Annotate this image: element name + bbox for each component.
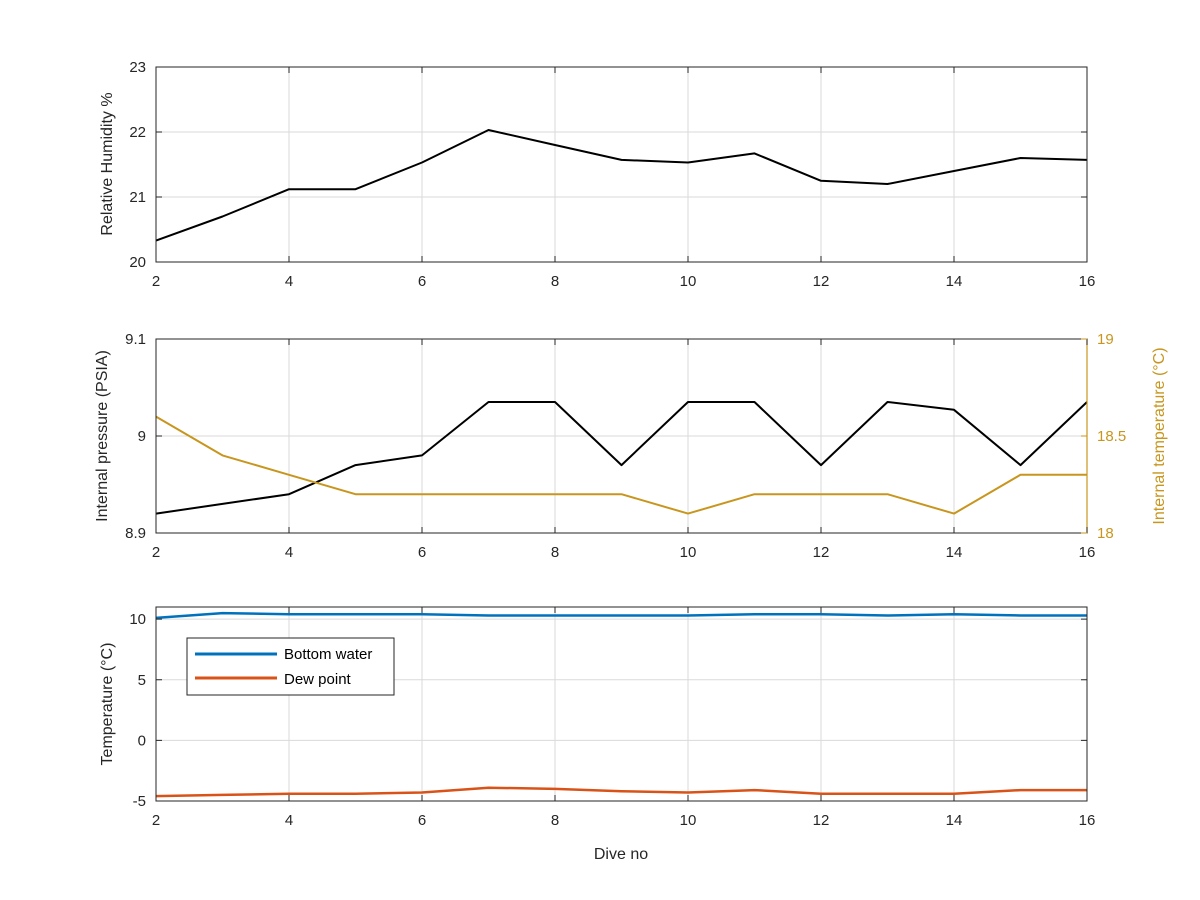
humidity-x-tick-label: 16 <box>1079 273 1096 290</box>
pressure-x-tick-label: 12 <box>813 544 830 561</box>
temperature-x-tick-label: 6 <box>418 812 426 829</box>
humidity-y-tick-label: 22 <box>129 124 146 141</box>
x-axis-label: Dive no <box>594 846 648 863</box>
temperature-x-tick-label: 2 <box>152 812 160 829</box>
temperature-y-tick-label: 5 <box>138 672 146 689</box>
legend-label-dew-point: Dew point <box>284 671 352 688</box>
pressure-y-axis-label: Internal pressure (PSIA) <box>94 350 111 522</box>
temperature-x-tick-label: 12 <box>813 812 830 829</box>
bottom-water-line <box>155 611 1087 620</box>
humidity-x-tick-label: 8 <box>551 273 559 290</box>
humidity-x-tick-label: 12 <box>813 273 830 290</box>
humidity-x-tick-label: 14 <box>946 273 963 290</box>
pressure-temperature-series <box>155 401 1088 515</box>
temperature-ticks: 2 4 6 8 10 12 14 16 -5 0 5 10 <box>129 607 1095 829</box>
humidity-y-tick-label: 20 <box>129 254 146 271</box>
pressure-x-tick-label: 6 <box>418 544 426 561</box>
pressure-ticks: 2 4 6 8 10 12 14 16 8.9 9 9.1 18 18.5 19 <box>125 331 1126 561</box>
pressure-x-tick-label: 8 <box>551 544 559 561</box>
temperature-y-axis-label: Temperature (°C) <box>99 643 116 766</box>
humidity-y-tick-label: 21 <box>129 189 146 206</box>
temperature-x-tick-label: 8 <box>551 812 559 829</box>
humidity-x-tick-label: 2 <box>152 273 160 290</box>
pressure-temperature-panel: 2 4 6 8 10 12 14 16 8.9 9 9.1 18 18.5 19 Internal pre… <box>94 331 1168 561</box>
pressure-y-tick-label: 9.1 <box>125 331 146 348</box>
humidity-ticks: 2 4 6 8 10 12 14 16 20 21 22 23 <box>129 59 1095 290</box>
pressure-x-tick-label: 4 <box>285 544 293 561</box>
pressure-y2-tick-label: 18 <box>1097 525 1114 542</box>
legend-label-bottom-water: Bottom water <box>284 646 372 663</box>
pressure-y2-tick-label: 19 <box>1097 331 1114 348</box>
humidity-x-tick-label: 6 <box>418 273 426 290</box>
humidity-line <box>155 129 1088 242</box>
temperature-x-tick-label: 10 <box>680 812 697 829</box>
humidity-y-axis-label: Relative Humidity % <box>99 92 116 235</box>
temperature-y-tick-label: -5 <box>133 793 146 810</box>
temperature-axes-box <box>155 606 1088 802</box>
humidity-x-tick-label: 4 <box>285 273 293 290</box>
pressure-y-tick-label: 8.9 <box>125 525 146 542</box>
dew-point-line <box>155 786 1087 798</box>
internal-temperature-y-axis-label: Internal temperature (°C) <box>1151 347 1168 524</box>
humidity-axes-box <box>155 66 1088 263</box>
temperature-series <box>155 611 1087 798</box>
humidity-series <box>155 129 1088 242</box>
humidity-x-tick-label: 10 <box>680 273 697 290</box>
humidity-panel: 2 4 6 8 10 12 14 16 20 21 22 23 Relative Humidity % <box>99 59 1095 290</box>
temperature-x-tick-label: 16 <box>1079 812 1096 829</box>
temperature-x-tick-label: 4 <box>285 812 293 829</box>
internal-temperature-line <box>155 415 1087 515</box>
pressure-x-tick-label: 14 <box>946 544 963 561</box>
temperature-x-tick-label: 14 <box>946 812 963 829</box>
humidity-y-tick-label: 23 <box>129 59 146 76</box>
temperature-axes <box>155 606 1088 802</box>
pressure-x-tick-label: 10 <box>680 544 697 561</box>
temperature-y-tick-label: 10 <box>129 611 146 628</box>
pressure-x-tick-label: 16 <box>1079 544 1096 561</box>
legend-box <box>186 637 395 696</box>
legend: Bottom water Dew point <box>186 637 395 696</box>
humidity-axes <box>155 66 1088 263</box>
pressure-line <box>155 401 1088 515</box>
temperature-panel: 2 4 6 8 10 12 14 16 -5 0 5 10 Temperature (°C) Dive… <box>99 606 1095 863</box>
pressure-y2-tick-label: 18.5 <box>1097 428 1126 445</box>
pressure-x-tick-label: 2 <box>152 544 160 561</box>
pressure-y-tick-label: 9 <box>138 428 146 445</box>
temperature-y-tick-label: 0 <box>138 732 146 749</box>
